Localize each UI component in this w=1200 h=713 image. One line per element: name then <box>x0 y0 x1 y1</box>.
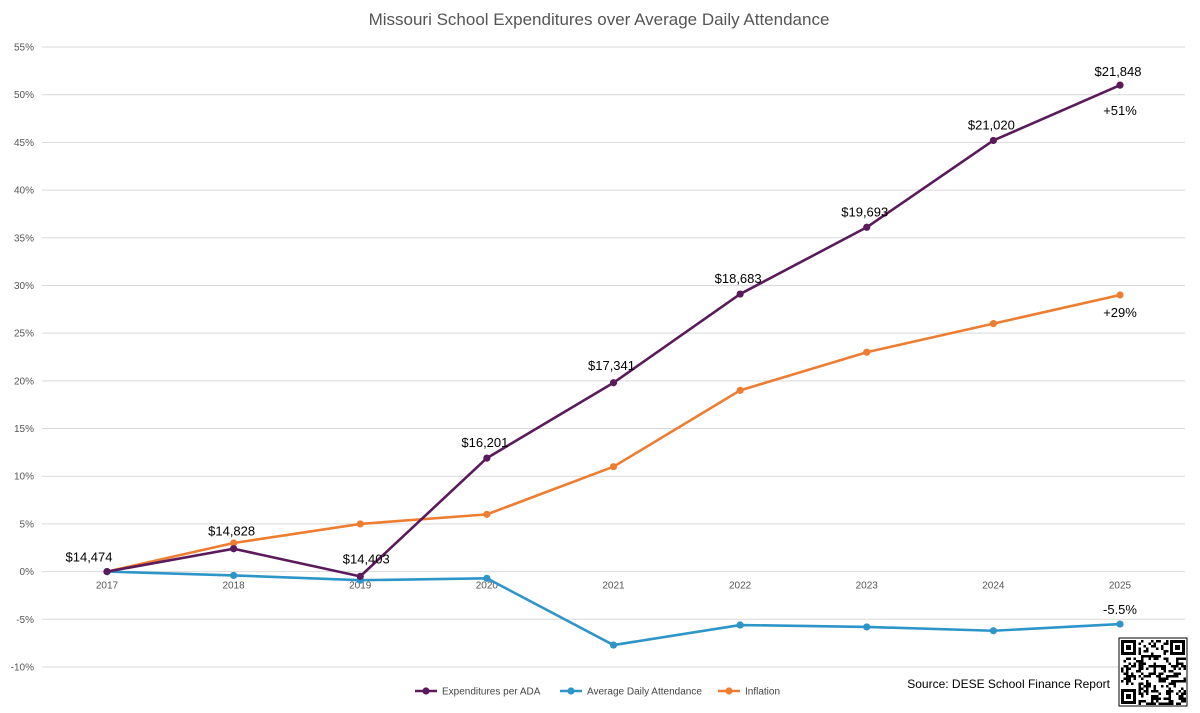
x-tick-label: 2025 <box>1109 581 1132 592</box>
data-label: $14,403 <box>343 551 390 566</box>
end-label: -5.5% <box>1103 602 1137 617</box>
legend-item: Average Daily Attendance <box>587 687 702 698</box>
x-tick-label: 2021 <box>602 581 625 592</box>
data-point <box>863 623 871 631</box>
y-tick-label: 35% <box>14 233 34 244</box>
data-labels: $14,474 $14,828 $14,403 $16,201 $17,341 $18,6… <box>66 64 1142 617</box>
y-tick-label: 25% <box>14 329 34 340</box>
data-point <box>230 571 238 580</box>
x-tick-label: 2017 <box>96 581 119 592</box>
x-tick-label: 2023 <box>856 581 879 592</box>
y-tick-label: 10% <box>14 472 34 483</box>
data-point <box>609 379 618 387</box>
legend-item: Expenditures per ADA <box>442 687 541 698</box>
data-point <box>863 223 871 231</box>
data-point <box>1116 291 1124 299</box>
data-point <box>989 136 997 145</box>
data-point <box>609 463 618 471</box>
end-label: +29% <box>1103 305 1137 320</box>
y-tick-label: 55% <box>14 43 34 54</box>
chart-title: Missouri School Expenditures over Averag… <box>369 10 830 29</box>
y-axis-ticks: 55% 50% 45% 40% 35% 30% 25% 20% 15% 10% 5% 0% -5% -10… <box>11 43 34 674</box>
legend-marker <box>725 687 733 695</box>
data-point <box>736 621 744 629</box>
x-tick-label: 2022 <box>729 581 752 592</box>
data-point <box>609 641 618 649</box>
data-point <box>103 568 111 576</box>
legend-marker <box>567 687 575 695</box>
data-point <box>736 290 744 298</box>
x-tick-label: 2018 <box>223 581 246 592</box>
data-label: $16,201 <box>461 435 508 450</box>
data-point <box>356 520 364 528</box>
data-point <box>1116 81 1124 89</box>
legend-marker <box>422 687 430 695</box>
data-point <box>989 320 997 328</box>
data-point <box>483 454 491 462</box>
data-label: $19,693 <box>841 204 888 219</box>
data-point <box>230 545 238 553</box>
data-point <box>483 510 491 518</box>
y-tick-label: 50% <box>14 90 34 101</box>
legend: Expenditures per ADA Average Daily Attend… <box>415 687 780 698</box>
data-point <box>1116 620 1124 628</box>
x-tick-label: 2020 <box>476 581 499 592</box>
y-tick-label: 20% <box>14 376 34 387</box>
data-label: $14,828 <box>208 524 255 539</box>
x-axis-ticks: 2017 2018 2019 2020 2021 2022 2023 2024 2025 <box>96 581 1132 592</box>
y-tick-label: 15% <box>14 424 34 435</box>
x-tick-label: 2019 <box>349 581 372 592</box>
end-label: +51% <box>1103 103 1137 118</box>
data-point <box>483 574 491 582</box>
source-note: Source: DESE School Finance Report <box>907 677 1110 691</box>
series-lines <box>103 81 1124 649</box>
data-label: $17,341 <box>588 358 635 373</box>
data-label: $21,848 <box>1095 64 1142 79</box>
data-label: $14,474 <box>66 550 113 565</box>
x-tick-label: 2024 <box>982 581 1005 592</box>
y-tick-label: 0% <box>20 567 35 578</box>
y-tick-label: -5% <box>16 615 34 626</box>
data-point <box>989 627 997 635</box>
data-point <box>230 539 238 547</box>
data-label: $18,683 <box>715 271 762 286</box>
data-point <box>356 572 364 580</box>
y-tick-label: -10% <box>11 663 34 674</box>
data-point <box>736 386 744 394</box>
y-tick-label: 45% <box>14 138 34 149</box>
qr-code-icon <box>1118 637 1188 707</box>
y-tick-label: 30% <box>14 281 34 292</box>
data-label: $21,020 <box>968 117 1015 132</box>
y-tick-label: 5% <box>20 519 35 530</box>
legend-item: Inflation <box>745 687 780 698</box>
y-tick-label: 40% <box>14 186 34 197</box>
gridlines <box>42 46 1185 668</box>
data-point <box>863 348 871 356</box>
